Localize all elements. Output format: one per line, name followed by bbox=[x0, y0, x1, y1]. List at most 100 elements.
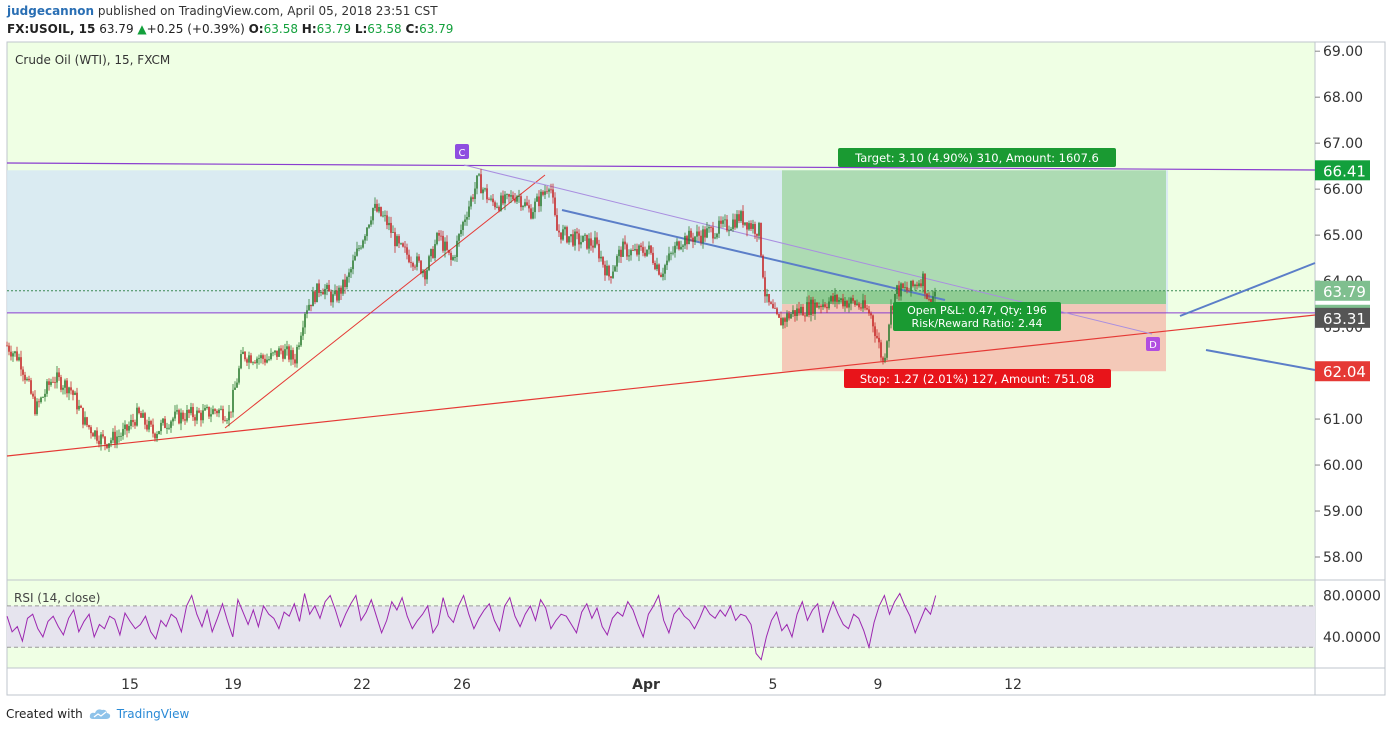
candle-body bbox=[70, 387, 72, 391]
open-label: O: bbox=[248, 22, 264, 36]
candle-body bbox=[678, 241, 680, 250]
candle-body bbox=[168, 427, 170, 429]
candle-body bbox=[234, 387, 236, 390]
candle-body bbox=[750, 223, 752, 229]
candle-body bbox=[694, 236, 696, 242]
candle-body bbox=[268, 359, 270, 360]
candle-body bbox=[732, 219, 734, 229]
candle-body bbox=[788, 313, 790, 319]
chart-frame bbox=[6, 41, 1386, 696]
target-zone bbox=[782, 170, 1166, 305]
candle-body bbox=[52, 381, 54, 383]
candle-body bbox=[108, 443, 110, 448]
candle-body bbox=[734, 219, 736, 228]
candle-body bbox=[426, 270, 428, 280]
close-value: 63.79 bbox=[419, 22, 454, 36]
candle-body bbox=[316, 283, 318, 303]
candle-body bbox=[484, 188, 486, 190]
candle-body bbox=[606, 265, 608, 276]
candle-body bbox=[852, 298, 854, 301]
candle-body bbox=[210, 414, 212, 417]
candle-body bbox=[822, 304, 824, 308]
candle-body bbox=[238, 368, 240, 383]
candle-body bbox=[676, 241, 678, 246]
candle-body bbox=[508, 194, 510, 197]
candle-body bbox=[132, 419, 134, 423]
blue-down-line bbox=[561, 209, 946, 301]
candle-body bbox=[124, 424, 126, 430]
candle-body bbox=[142, 413, 144, 418]
candle-body bbox=[624, 241, 626, 245]
candle-body bbox=[42, 396, 44, 398]
author-link[interactable]: judgecannon bbox=[7, 4, 95, 18]
tradingview-brand[interactable]: TradingView bbox=[116, 707, 190, 721]
candle-body bbox=[314, 291, 316, 303]
price-badge bbox=[1315, 280, 1370, 301]
candle-body bbox=[36, 401, 38, 415]
candle-body bbox=[540, 191, 542, 207]
candle-body bbox=[100, 434, 102, 445]
candle-body bbox=[830, 296, 832, 302]
candle-body bbox=[456, 240, 458, 257]
candle-body bbox=[602, 256, 604, 265]
symbol-interval: FX:USOIL, 15 bbox=[7, 22, 96, 36]
candle-body bbox=[724, 219, 726, 221]
candle-body bbox=[392, 232, 394, 233]
published-text: published on TradingView.com, April 05, … bbox=[97, 4, 438, 18]
candle-body bbox=[928, 299, 930, 300]
candle-body bbox=[90, 427, 92, 434]
candle-body bbox=[256, 358, 258, 364]
candle-body bbox=[844, 300, 846, 307]
candle-body bbox=[632, 250, 634, 251]
candle-body bbox=[878, 337, 880, 343]
candle-body bbox=[864, 300, 866, 309]
candle-body bbox=[308, 304, 310, 311]
candle-body bbox=[848, 303, 850, 308]
candle-body bbox=[184, 419, 186, 421]
candle-body bbox=[590, 238, 592, 246]
candle-body bbox=[804, 315, 806, 317]
candle-body bbox=[274, 350, 276, 353]
candle-body bbox=[664, 265, 666, 274]
candle-body bbox=[486, 188, 488, 200]
candle-body bbox=[524, 202, 526, 207]
candle-body bbox=[832, 296, 834, 302]
candle-body bbox=[472, 197, 474, 199]
candle-body bbox=[618, 249, 620, 257]
price-tick-label: 58.00 bbox=[1323, 550, 1363, 566]
candle-body bbox=[684, 236, 686, 246]
candle-body bbox=[642, 247, 644, 253]
candle-body bbox=[8, 345, 10, 352]
candle-body bbox=[356, 248, 358, 256]
candle-body bbox=[298, 345, 300, 348]
candle-body bbox=[660, 274, 662, 277]
point-d-badge bbox=[1146, 337, 1160, 351]
candle-body bbox=[782, 318, 784, 326]
low-value: 63.58 bbox=[367, 22, 402, 36]
rsi-line bbox=[6, 592, 937, 661]
candle-body bbox=[226, 420, 228, 422]
candle-body bbox=[360, 247, 362, 249]
candle-body bbox=[596, 237, 598, 244]
candle-body bbox=[346, 277, 348, 288]
price-badge bbox=[1315, 361, 1370, 382]
candle-body bbox=[646, 249, 648, 256]
chart-title: Crude Oil (WTI), 15, FXCM bbox=[15, 53, 170, 67]
candle-body bbox=[550, 189, 552, 191]
candle-body bbox=[20, 357, 22, 370]
candle-body bbox=[28, 378, 30, 381]
candle-body bbox=[450, 252, 452, 260]
candle-body bbox=[662, 273, 664, 277]
footer: Created with TradingView bbox=[6, 707, 189, 721]
candle-body bbox=[776, 308, 778, 315]
candle-body bbox=[350, 269, 352, 273]
candle-body bbox=[334, 290, 336, 295]
candle-body bbox=[282, 350, 284, 359]
rsi-title: RSI (14, close) bbox=[14, 591, 100, 605]
candle-body bbox=[246, 359, 248, 363]
candle-body bbox=[542, 191, 544, 195]
candle-body bbox=[498, 206, 500, 211]
candle-body bbox=[368, 224, 370, 228]
candle-body bbox=[576, 231, 578, 234]
